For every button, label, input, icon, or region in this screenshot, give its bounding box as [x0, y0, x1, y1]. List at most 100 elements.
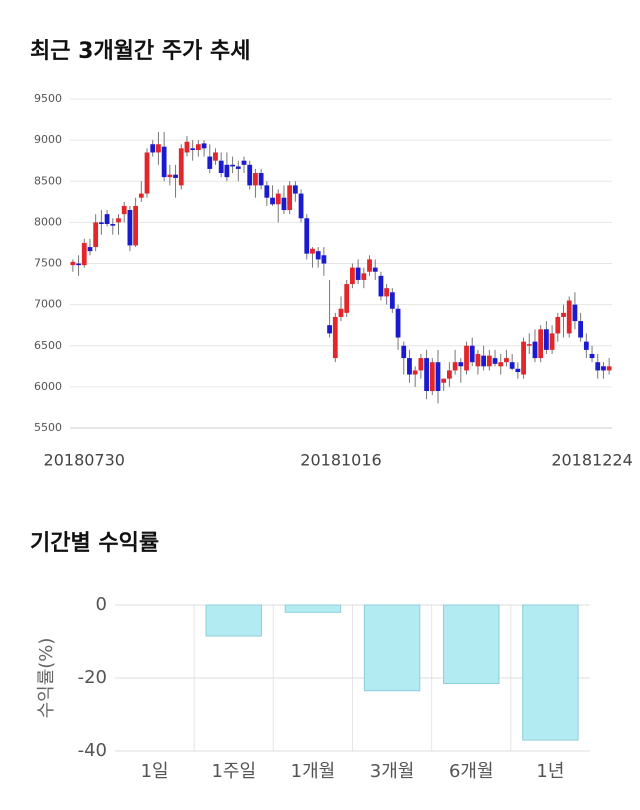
candle-body — [429, 362, 435, 391]
candle-body — [161, 146, 167, 178]
candle-body — [144, 152, 150, 194]
candle-body — [138, 193, 144, 198]
candle-body — [173, 174, 178, 178]
candle-body — [224, 164, 230, 178]
bar — [363, 604, 421, 692]
candle-body — [447, 370, 452, 379]
bar — [522, 604, 579, 741]
candle-body — [481, 355, 487, 367]
candle-body — [606, 366, 612, 371]
candle-body — [327, 325, 332, 334]
candle-body — [241, 160, 247, 165]
candle-body — [270, 197, 275, 205]
y-tick-label: 8000 — [34, 215, 62, 228]
candle-body — [304, 218, 310, 254]
candle-body — [549, 333, 555, 350]
x-tick-label: 3개월 — [370, 761, 415, 782]
candle-body — [532, 341, 538, 359]
candle-body — [509, 362, 515, 369]
candle-body — [247, 164, 253, 186]
candle-body — [76, 263, 81, 266]
candle-body — [555, 316, 561, 334]
candle-body — [133, 205, 139, 246]
candle-body — [561, 312, 566, 317]
y-tick-label: -20 — [78, 667, 107, 688]
candle-body — [515, 368, 521, 373]
candle-body — [538, 329, 544, 359]
candle-body — [310, 248, 315, 254]
candle-body — [355, 267, 361, 280]
candle-body — [350, 267, 355, 285]
candle-body — [184, 141, 190, 153]
candle-body — [378, 275, 384, 297]
candle-body — [578, 321, 584, 338]
candle-body — [384, 288, 390, 297]
candle-body — [464, 345, 469, 371]
candle-body — [498, 362, 504, 367]
candle-body — [287, 185, 293, 211]
candle-body — [253, 173, 258, 186]
candle-body — [338, 308, 344, 317]
candle-body — [401, 345, 407, 359]
candle-body — [367, 259, 372, 272]
x-tick-label: 20180730 — [44, 451, 125, 470]
y-tick-label: 7500 — [34, 257, 62, 270]
candle-body — [87, 247, 93, 252]
candle-body — [418, 358, 424, 371]
candle-body — [486, 355, 492, 367]
x-tick-label: 20181016 — [300, 451, 381, 470]
candle-body — [121, 205, 127, 215]
y-axis-title: 수익률(%) — [36, 638, 57, 719]
candle-body — [116, 218, 121, 223]
y-tick-label: 6500 — [34, 339, 62, 352]
candle-body — [281, 197, 287, 211]
candle-body — [526, 344, 532, 346]
x-tick-label: 6개월 — [449, 761, 494, 782]
candle-body — [521, 341, 526, 375]
candle-body — [201, 143, 207, 149]
candle-body — [389, 292, 395, 309]
candle-body — [110, 224, 116, 226]
candle-body — [104, 214, 110, 225]
candle-body — [190, 148, 196, 150]
candle-body — [441, 378, 447, 383]
candle-body — [150, 144, 156, 153]
candle-body — [504, 358, 509, 363]
candle-body — [127, 210, 133, 246]
y-tick-label: 5500 — [34, 421, 62, 434]
candle-body — [81, 242, 87, 266]
candle-body — [424, 358, 429, 391]
candle-body — [475, 353, 481, 367]
candle-body — [207, 156, 213, 169]
candle-body — [156, 144, 161, 153]
candle-body — [395, 308, 401, 338]
candle-body — [372, 267, 378, 272]
candle-body — [235, 166, 241, 169]
candle-body — [258, 173, 264, 186]
x-tick-label: 20181224 — [551, 451, 632, 470]
candle-body — [344, 284, 350, 313]
candle-body — [93, 222, 99, 248]
y-tick-label: -40 — [78, 740, 107, 761]
candle-body — [213, 152, 218, 161]
candle-body — [230, 164, 235, 167]
candle-body — [589, 353, 595, 359]
candle-body — [167, 174, 173, 178]
candle-body — [412, 370, 418, 375]
candle-body — [321, 255, 327, 264]
candle-body — [543, 329, 549, 350]
candle-body — [315, 251, 321, 260]
candle-body — [195, 144, 201, 150]
candle-body — [332, 316, 338, 359]
candle-body — [566, 300, 572, 334]
candle-body — [361, 273, 367, 280]
bar — [205, 604, 262, 637]
bar — [284, 604, 342, 613]
candle-body — [178, 148, 184, 186]
candle-body — [583, 341, 589, 350]
bar — [443, 604, 500, 684]
candle-body — [292, 185, 298, 194]
chart-title: 기간별 수익률 — [30, 531, 159, 556]
x-tick-label: 1년 — [536, 761, 564, 782]
candle-body — [218, 160, 224, 174]
